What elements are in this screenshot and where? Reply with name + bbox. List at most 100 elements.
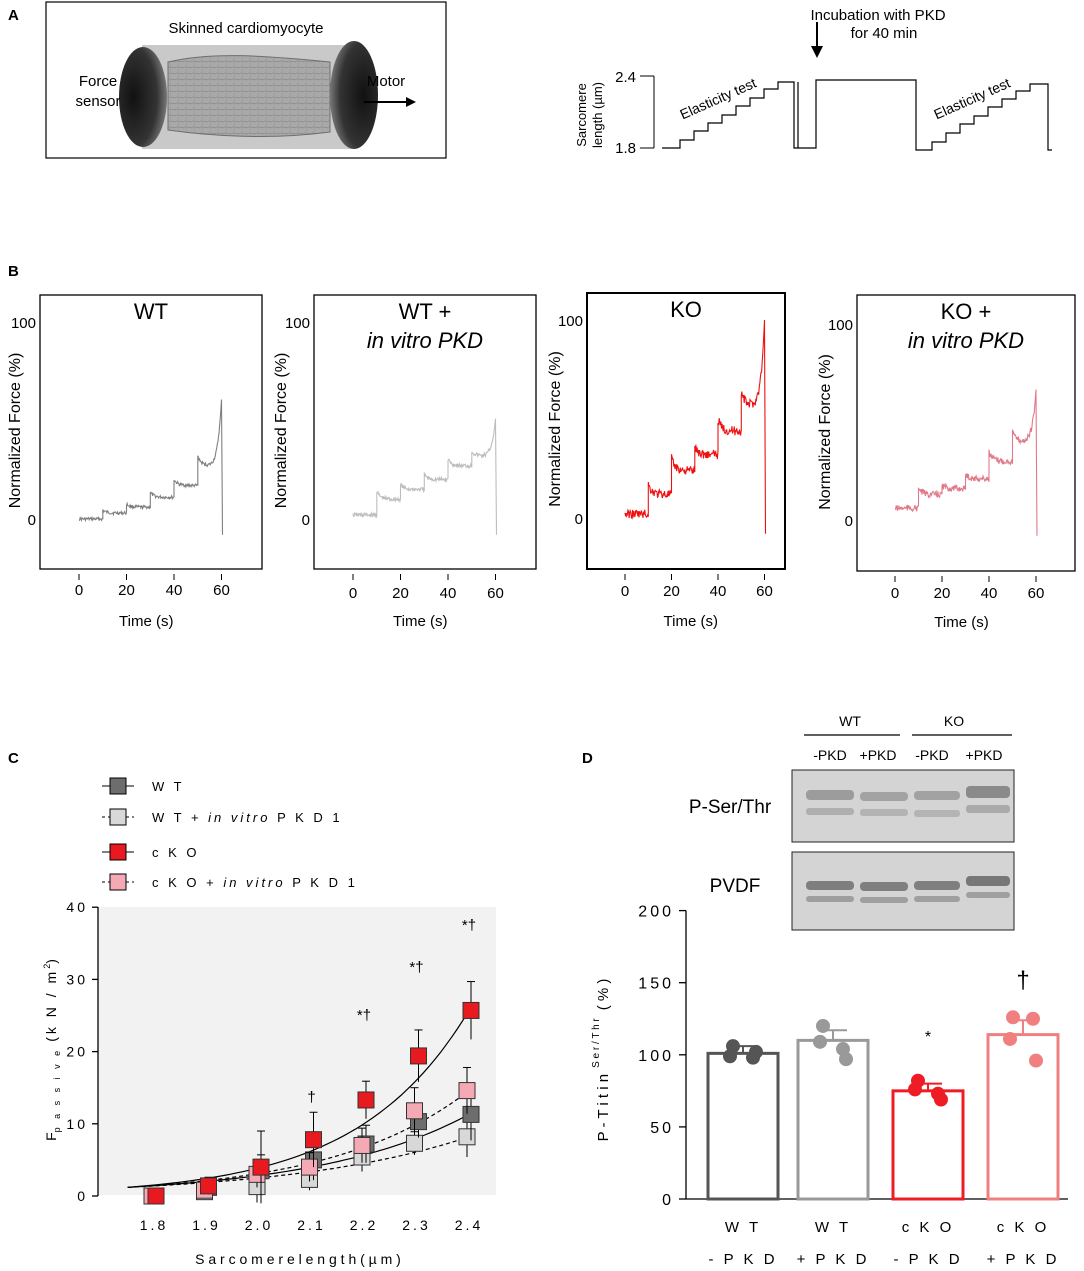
trace-y-tick: 100 — [11, 315, 36, 332]
sarcomere-axis-label-1: Sarcomere — [574, 83, 589, 147]
cardiomyocyte-micrograph — [119, 41, 378, 149]
panel-c-y-tick: 30 — [66, 971, 88, 987]
panel-d-x-category: W T — [725, 1219, 761, 1236]
trace-title: KO + — [941, 299, 992, 324]
legend-label: W T — [152, 779, 185, 794]
legend-label: W T + in vitro P K D 1 — [152, 810, 343, 825]
blot-lane-1: -PKD — [813, 747, 846, 763]
trace-y-tick: 100 — [828, 317, 853, 334]
trace-y-label: Normalized Force (%) — [7, 353, 24, 509]
panel-d-letter: D — [582, 750, 593, 767]
elasticity-test-label-2: Elasticity test — [931, 74, 1012, 122]
panel-d-y-tick: 150 — [638, 976, 674, 993]
trace-x-tick: 40 — [440, 585, 457, 602]
data-point — [147, 1187, 165, 1205]
data-point — [252, 1158, 270, 1176]
bar — [891, 1089, 965, 1201]
trace-y-label: Normalized Force (%) — [817, 354, 834, 510]
force-trace-line — [894, 389, 1038, 536]
trace-subtitle: in vitro PKD — [908, 328, 1024, 353]
legend-marker — [109, 777, 127, 795]
data-point — [908, 1082, 922, 1097]
sarcomere-protocol-trace — [662, 79, 1052, 151]
trace-x-label: Time (s) — [119, 613, 173, 630]
motor-pin — [330, 41, 378, 149]
panel-d-x-category: c K O — [902, 1219, 955, 1236]
panel-c-y-tick: 10 — [66, 1116, 88, 1132]
data-point — [816, 1018, 830, 1033]
panel-c-plot-area — [98, 907, 496, 1195]
trace-x-tick: 0 — [75, 582, 83, 599]
data-point — [1026, 1011, 1040, 1026]
trace-x-tick: 40 — [981, 585, 998, 602]
panel-c-x-tick: 2.3 — [402, 1217, 430, 1233]
panel-c-y-label: Fp a s s i v e(k N / m2) — [42, 959, 62, 1141]
panel-c-legend: W T W T + in vitro P K D 1 c K O c K O + in… — [102, 777, 355, 891]
force-sensor-label-2: sensor — [75, 93, 120, 110]
significance-mark: *† — [462, 917, 476, 934]
trace-x-tick: 60 — [1028, 585, 1045, 602]
elasticity-test-label-1: Elasticity test — [677, 74, 758, 122]
trace-x-tick: 60 — [213, 582, 230, 599]
data-point — [462, 1001, 480, 1019]
panel-c-letter: C — [8, 750, 19, 767]
sarcomere-tick-bottom: 1.8 — [615, 140, 636, 157]
significance-mark: * — [925, 1029, 931, 1046]
trace-x-tick: 0 — [621, 583, 629, 600]
panel-d-y-tick: 0 — [662, 1192, 674, 1209]
bar — [796, 1038, 870, 1201]
panel-d-x-category-sub: + P K D — [797, 1251, 870, 1268]
trace-y-label: Normalized Force (%) — [547, 351, 564, 507]
data-point — [406, 1134, 423, 1152]
data-point — [749, 1044, 763, 1059]
western-blot: WT KO -PKD +PKD -PKD +PKD P-Ser/Thr PVDF — [689, 713, 1015, 931]
panel-b-letter: B — [8, 263, 19, 280]
data-point — [839, 1052, 853, 1067]
trace-y-tick: 0 — [845, 513, 853, 530]
panel-c-plot: 0 10 20 30 40 1.8 1.9 2.0 2.1 2.2 2.3 2.4 † *† *† *† — [66, 899, 483, 1233]
panel-c-x-tick: 2.1 — [297, 1217, 325, 1233]
panel-a-letter: A — [8, 7, 19, 24]
trace-frame — [313, 294, 537, 570]
blot-group-wt: WT — [839, 713, 861, 729]
bar — [986, 1033, 1060, 1201]
panel-d-x-category-sub: - P K D — [893, 1251, 962, 1268]
trace-title: WT — [134, 299, 168, 324]
force-sensor-pin — [119, 47, 167, 147]
trace-frame — [586, 292, 786, 570]
trace-x-tick: 0 — [891, 585, 899, 602]
incubation-label-2: for 40 min — [851, 25, 918, 42]
legend-marker — [109, 843, 127, 861]
data-point — [462, 1105, 480, 1123]
significance-mark: † — [1016, 967, 1029, 994]
legend-marker — [109, 808, 127, 826]
incubation-arrow-icon — [811, 22, 823, 58]
panel-d-plot: 0 50 100 150 200 W T - P K D W T + P K D c K O - P… — [638, 904, 1068, 1268]
trace-x-tick: 60 — [487, 585, 504, 602]
panel-d-y-tick: 200 — [638, 904, 674, 921]
trace-frame — [856, 294, 1076, 572]
panel-c-x-tick: 2.0 — [245, 1217, 273, 1233]
panel-c-x-tick: 2.4 — [455, 1217, 483, 1233]
panel-d-x-category-sub: + P K D — [987, 1251, 1060, 1268]
image-title: Skinned cardiomyocyte — [168, 20, 323, 37]
panel-d-x-category-sub: - P K D — [708, 1251, 777, 1268]
motor-label: Motor — [367, 73, 405, 90]
blot-lane-3: -PKD — [915, 747, 948, 763]
data-point — [1003, 1031, 1017, 1046]
bar — [706, 1051, 780, 1201]
data-point — [305, 1131, 322, 1149]
legend-marker — [109, 873, 127, 891]
data-point — [301, 1158, 318, 1176]
fit-curve — [127, 1010, 470, 1188]
data-point — [353, 1136, 371, 1154]
incubation-label-1: Incubation with PKD — [810, 7, 945, 24]
force-trace-line — [78, 399, 224, 535]
data-point — [813, 1034, 827, 1049]
trace-x-tick: 20 — [392, 585, 409, 602]
significance-mark: *† — [357, 1007, 371, 1024]
trace-x-tick: 20 — [934, 585, 951, 602]
data-point — [723, 1049, 737, 1064]
panel-c-y-tick: 40 — [66, 899, 88, 915]
